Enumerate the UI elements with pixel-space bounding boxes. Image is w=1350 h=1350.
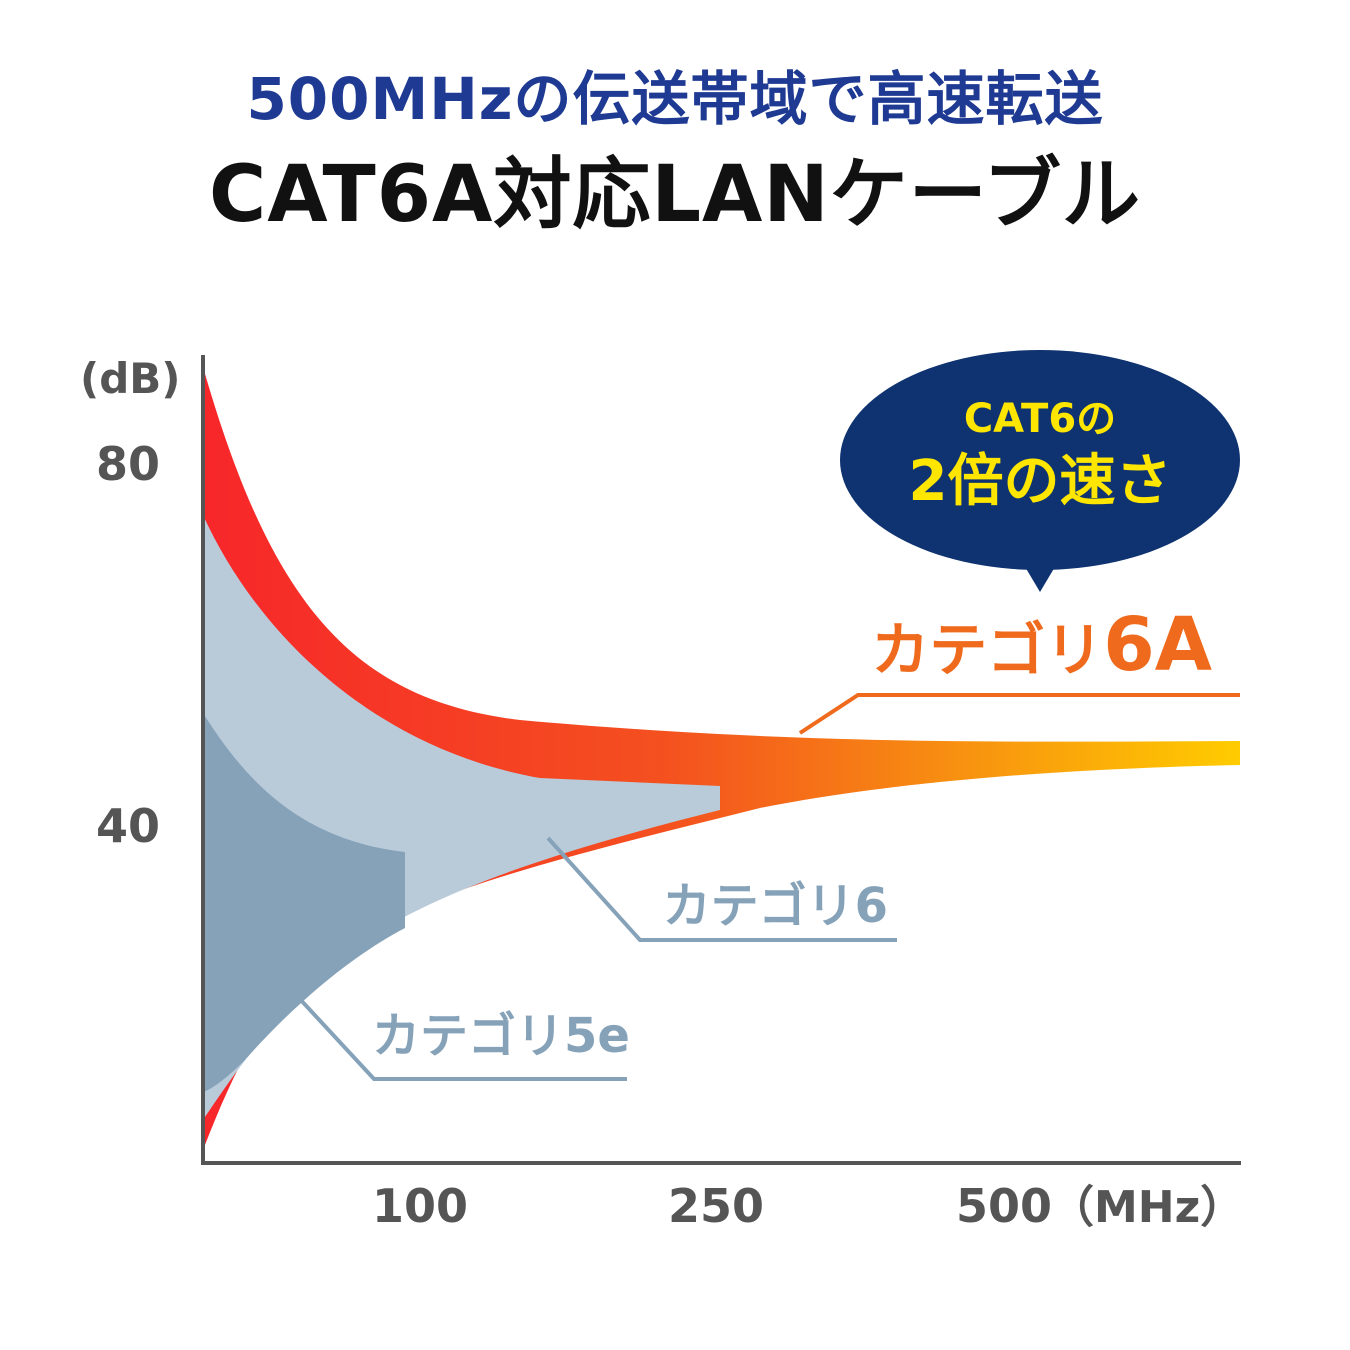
cat5e-leader-line xyxy=(296,995,627,1081)
y-tick-label: 40 xyxy=(96,799,160,853)
speed-callout: CAT6の 2倍の速さ xyxy=(840,350,1240,592)
cat6-area xyxy=(203,515,720,1120)
cat5e-label: カテゴリ5e xyxy=(372,1008,630,1064)
x-tick-label: 500 xyxy=(956,1179,1052,1233)
x-axis-unit: （MHz） xyxy=(1050,1182,1244,1233)
callout-line1: CAT6の xyxy=(964,396,1116,442)
chart-subtitle: 500MHzの伝送帯域で高速転送 xyxy=(246,65,1104,133)
chart-title: CAT6A対応LANケーブル xyxy=(208,150,1142,240)
callout-line2: 2倍の速さ xyxy=(909,449,1172,514)
cat6-label: カテゴリ6 xyxy=(663,878,888,934)
cat6-leader-line xyxy=(546,836,897,942)
x-tick-label: 250 xyxy=(668,1179,764,1233)
cat6a-area xyxy=(203,367,1240,1150)
cat6a-label: カテゴリ6A xyxy=(871,602,1212,688)
y-tick-label: 80 xyxy=(96,437,160,491)
y-axis-unit: (dB) xyxy=(80,354,180,403)
cat5e-area xyxy=(203,713,405,1092)
cat6a-leader-line xyxy=(798,693,1240,735)
x-tick-label: 100 xyxy=(372,1179,468,1233)
